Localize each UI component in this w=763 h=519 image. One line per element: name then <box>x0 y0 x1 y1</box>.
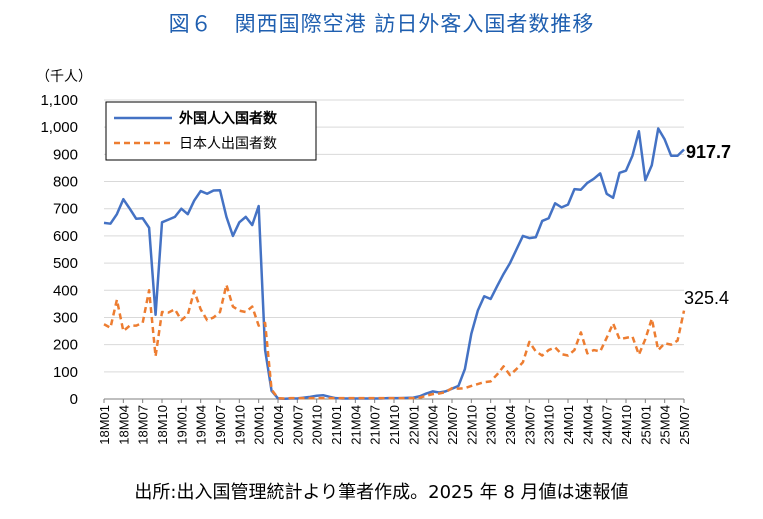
x-tick-label: 24M07 <box>600 405 615 445</box>
y-tick-label: 0 <box>70 391 78 408</box>
y-tick-label: 300 <box>53 309 78 326</box>
x-tick-label: 22M01 <box>406 405 421 445</box>
legend-label-japanese: 日本人出国者数 <box>179 136 277 152</box>
legend-box <box>105 101 317 161</box>
source-note: 出所:出入国管理統計より筆者作成。2025 年 8 月値は速報値 <box>134 482 629 503</box>
x-tick-label: 22M04 <box>426 405 441 445</box>
legend-label-foreign: 外国人入国者数 <box>179 110 278 127</box>
x-tick-label: 22M10 <box>464 405 479 445</box>
legend: 外国人入国者数 日本人出国者数 <box>105 101 317 161</box>
x-tick-label: 24M04 <box>580 405 595 445</box>
x-tick-label: 23M07 <box>522 405 537 445</box>
x-tick-label: 22M07 <box>445 405 460 445</box>
x-tick-label: 20M01 <box>252 405 267 445</box>
y-tick-label: 900 <box>53 146 78 163</box>
end-label-japanese: 325.4 <box>684 288 729 308</box>
x-tick-label: 20M04 <box>271 405 286 445</box>
x-tick-label: 20M07 <box>290 405 305 445</box>
x-tick-label: 21M04 <box>348 405 363 445</box>
y-axis-ticks: 0 100 200 300 400 500 600 700 800 900 1,000 1,100 <box>40 92 78 408</box>
end-label-foreign: 917.7 <box>686 142 731 162</box>
x-tick-label: 19M10 <box>232 405 247 445</box>
y-tick-label: 500 <box>53 255 78 272</box>
x-tick-label: 23M04 <box>503 405 518 445</box>
x-tick-label: 19M04 <box>194 405 209 445</box>
x-tick-label: 21M01 <box>329 405 344 445</box>
x-tick-label: 25M04 <box>658 405 673 445</box>
series-lines <box>103 127 686 400</box>
x-tick-label: 18M07 <box>136 405 151 445</box>
x-tick-label: 24M01 <box>561 405 576 445</box>
chart-title: 図６ 関西国際空港 訪日外客入国者数推移 <box>168 12 595 36</box>
x-tick-label: 20M10 <box>310 405 325 445</box>
y-tick-label: 1,000 <box>40 119 78 136</box>
x-tick-label: 21M07 <box>368 405 383 445</box>
gridlines <box>104 99 684 400</box>
x-tick-label: 25M01 <box>638 405 653 445</box>
x-tick-label: 23M01 <box>484 405 499 445</box>
series-line-foreign-arrivals <box>103 127 685 400</box>
y-tick-label: 800 <box>53 174 78 191</box>
x-tick-label: 19M01 <box>174 405 189 445</box>
x-tick-label: 21M10 <box>387 405 402 445</box>
y-tick-label: 600 <box>53 228 78 245</box>
x-axis-ticks: 18M01 18M04 18M07 18M10 19M01 19M04 19M07 19M10… <box>97 399 692 445</box>
y-tick-label: 700 <box>53 201 78 218</box>
series-line-japanese-departures <box>103 283 686 400</box>
y-tick-label: 200 <box>53 337 78 354</box>
x-tick-label: 23M10 <box>542 405 557 445</box>
y-tick-label: 1,100 <box>40 92 78 109</box>
x-tick-label: 18M10 <box>155 405 170 445</box>
x-tick-label: 24M10 <box>619 405 634 445</box>
x-tick-label: 19M07 <box>213 405 228 445</box>
x-tick-label: 18M04 <box>116 405 131 445</box>
y-tick-label: 100 <box>53 364 78 381</box>
x-tick-label: 25M07 <box>677 405 692 445</box>
y-tick-label: 400 <box>53 282 78 299</box>
x-tick-label: 18M01 <box>97 405 112 445</box>
y-unit-label: （千人） <box>36 69 92 85</box>
